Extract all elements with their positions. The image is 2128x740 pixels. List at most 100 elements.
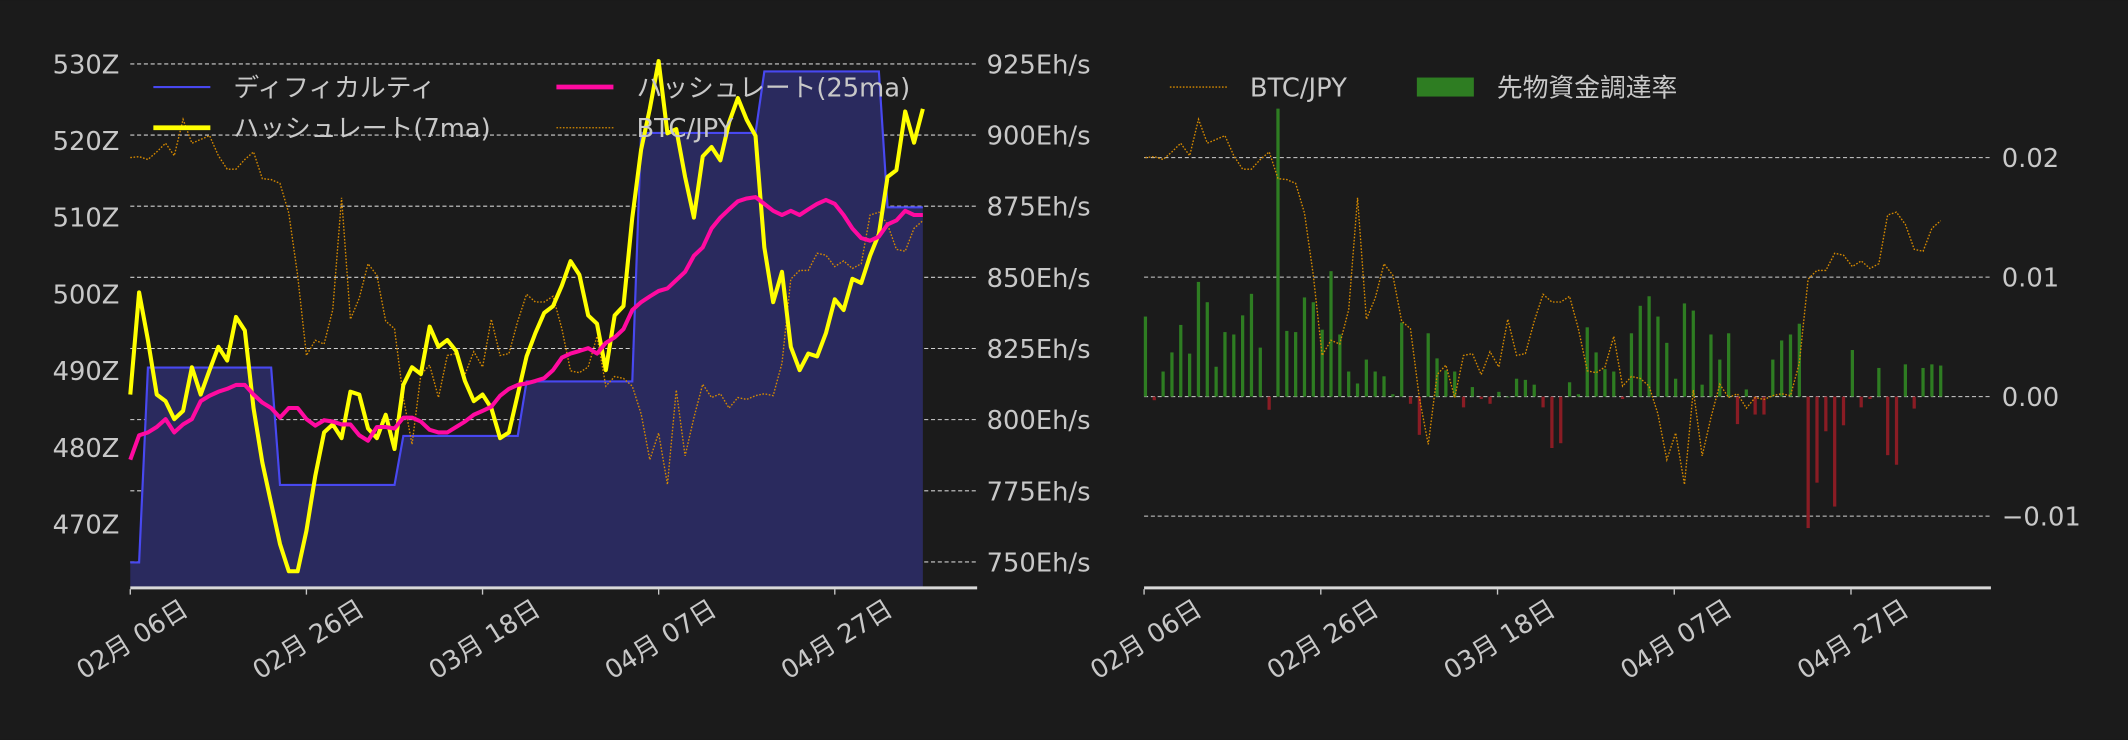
funding-rate-bar <box>1612 371 1616 397</box>
funding-rate-bar <box>1656 316 1660 397</box>
funding-rate-bar <box>1700 384 1704 397</box>
left-y-tick-label: 480Z <box>53 434 120 464</box>
funding-rate-bar <box>1241 315 1245 397</box>
funding-rate-bar <box>1187 353 1192 397</box>
right-y-tick-label: 875Eh/s <box>987 193 1091 223</box>
funding-rate-bar <box>1665 342 1669 397</box>
funding-rate-bar <box>1196 281 1201 397</box>
funding-rate-bar <box>1780 340 1784 397</box>
hashrate-7ma-line <box>128 59 925 574</box>
funding-rate-bar <box>1576 394 1581 397</box>
funding-rate-bar <box>1435 358 1439 397</box>
funding-rate-bar <box>1585 327 1589 397</box>
left-y-tick-label: 500Z <box>53 280 120 310</box>
left-y-axis-labels: 470Z 480Z 490Z 500Z 510Z 520Z 530Z <box>53 50 120 540</box>
legend: BTC/JPY 先物資金調達率 <box>1169 74 1677 104</box>
funding-rate-bar <box>1170 352 1174 397</box>
funding-rate-bar <box>1506 396 1510 398</box>
funding-rate-bar <box>1912 396 1916 409</box>
funding-rate-bar <box>1859 396 1863 408</box>
funding-rate-bar <box>1497 391 1501 397</box>
right-y-tick-label: 900Eh/s <box>987 122 1091 152</box>
funding-rate-bar <box>1302 297 1307 397</box>
funding-rate-bar <box>1841 396 1846 426</box>
funding-rate-bar <box>1594 352 1598 397</box>
funding-rate-bar <box>1223 332 1227 397</box>
funding-rate-bar <box>1567 382 1572 397</box>
funding-rate-bar <box>1523 379 1528 397</box>
funding-rate-bar <box>1373 371 1377 397</box>
funding-rate-bar <box>1727 333 1731 397</box>
funding-rate-bar <box>1143 316 1148 397</box>
funding-rate-bar <box>1285 330 1289 397</box>
funding-rate-bar <box>1453 371 1457 397</box>
right-y-tick-label: 825Eh/s <box>987 335 1091 365</box>
btc-jpy-line <box>130 117 924 485</box>
funding-rate-bar <box>1894 396 1899 465</box>
funding-rate-bar <box>1877 367 1881 397</box>
funding-rate-bar <box>1620 396 1625 400</box>
funding-rate-bar <box>1939 365 1943 397</box>
funding-rate-bar <box>1788 334 1793 397</box>
legend: ディフィカルティ ハッシュレート(7ma) ハッシュレート(25ma) BTC/… <box>153 74 910 144</box>
funding-rate-bar <box>1771 359 1775 397</box>
funding-rate-bar <box>1214 366 1218 397</box>
legend-label-hashrate-7ma: ハッシュレート(7ma) <box>233 114 490 144</box>
legend-swatch-funding-rate <box>1416 77 1474 97</box>
funding-rate-bar <box>1320 329 1324 397</box>
funding-rate-bar <box>1559 396 1563 444</box>
funding-rate-bar <box>1735 396 1740 425</box>
funding-rate-bar <box>1682 303 1687 397</box>
funding-rate-bar <box>1488 396 1492 404</box>
funding-rate-bar <box>1797 323 1801 397</box>
funding-rate-bar <box>1886 396 1890 456</box>
funding-rate-bar <box>1514 378 1519 397</box>
funding-rate-bar <box>1205 302 1209 397</box>
funding-rate-bar <box>1400 322 1404 397</box>
hashrate-25ma-line <box>128 195 923 461</box>
funding-rate-bar <box>1444 370 1448 397</box>
right-y-tick-label: 850Eh/s <box>987 264 1091 294</box>
funding-rate-bar <box>1470 387 1475 397</box>
funding-rate-bar <box>1426 333 1430 397</box>
funding-rate-bar <box>1479 396 1483 400</box>
funding-rate-bar <box>1541 396 1545 408</box>
funding-rate-bar <box>1691 310 1695 397</box>
funding-rate-bar <box>1249 293 1254 397</box>
gridlines <box>1144 157 1991 517</box>
funding-rate-bar <box>1903 364 1907 397</box>
funding-rate-bar <box>1347 371 1351 397</box>
funding-rate-bar <box>1161 371 1165 397</box>
funding-rate-bar <box>1762 396 1766 415</box>
right-y-tick-label: 0.00 <box>2002 383 2059 413</box>
funding-rate-bar <box>1824 396 1828 432</box>
funding-rate-bar <box>1850 350 1854 397</box>
legend-label-btc-jpy: BTC/JPY <box>1250 74 1347 104</box>
funding-rate-bar <box>1461 396 1466 408</box>
funding-rate-bar <box>1603 369 1607 397</box>
left-y-tick-label: 520Z <box>53 127 120 157</box>
funding-rate-bar <box>1532 384 1536 397</box>
right-y-tick-label: 925Eh/s <box>987 50 1091 80</box>
funding-rate-bar <box>1311 302 1315 397</box>
funding-rate-bar <box>1382 376 1386 397</box>
funding-rate-bar <box>1647 296 1651 397</box>
right-y-tick-label: 800Eh/s <box>987 406 1091 436</box>
funding-rate-bar <box>1744 389 1748 397</box>
funding-rate-bar <box>1833 396 1837 507</box>
right-y-tick-label: −0.01 <box>2002 503 2081 533</box>
right-y-tick-label: 0.02 <box>2002 144 2059 174</box>
difficulty-area <box>130 71 923 587</box>
funding-rate-bar <box>1868 396 1872 400</box>
funding-rate-bar <box>1550 396 1554 449</box>
funding-rate-bar <box>1258 347 1262 397</box>
funding-rate-bar <box>1408 396 1413 404</box>
funding-rate-bar <box>1355 383 1360 397</box>
funding-rate-bar <box>1276 108 1280 397</box>
legend-label-btc-jpy: BTC/JPY <box>637 114 734 144</box>
funding-rate-bar <box>1338 334 1342 397</box>
funding-rate-bar <box>1294 332 1298 397</box>
right-y-tick-label: 750Eh/s <box>987 548 1091 578</box>
funding-rate-bar <box>1629 333 1634 397</box>
